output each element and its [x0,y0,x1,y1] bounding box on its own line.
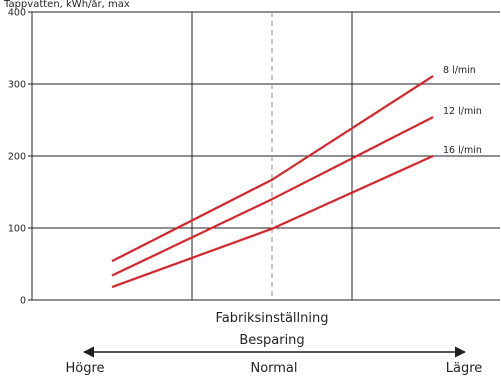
x-axis-title: Besparing [239,333,304,348]
series-label: 12 l/min [443,106,482,117]
plot-grid [28,11,500,301]
series-lines [111,75,434,289]
y-axis-ticks: 0 100 200 300 400 [8,8,26,307]
y-tick-label: 400 [8,8,26,19]
series-label: 16 l/min [443,145,482,156]
y-tick-label: 200 [8,152,26,163]
setting-label-high: Högre [65,361,104,376]
setting-label-normal: Normal [250,361,297,376]
y-axis-top-label: Tappvatten, kWh/år, max [3,0,130,10]
series-line [111,116,434,277]
series-line [111,154,434,289]
series-line [111,75,434,263]
y-tick-label: 0 [20,296,26,307]
setting-label-low: Lägre [446,361,483,376]
y-tick-label: 300 [8,80,26,91]
y-tick-label: 100 [8,224,26,235]
series-labels: 8 l/min 12 l/min 16 l/min [443,65,482,156]
default-setting-label: Fabriksinställning [215,311,328,326]
series-label: 8 l/min [443,65,476,76]
